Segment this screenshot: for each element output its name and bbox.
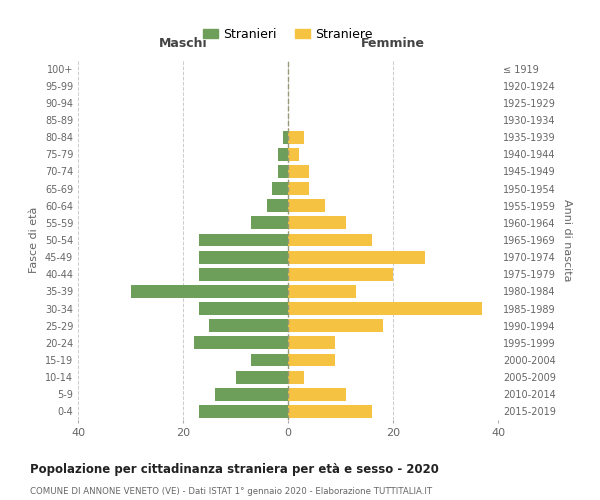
Bar [288,302,482,315]
Bar [277,148,288,160]
Legend: Stranieri, Straniere: Stranieri, Straniere [198,23,378,46]
Bar [288,148,299,160]
Bar [199,268,288,280]
Bar [199,234,288,246]
Bar [288,165,309,178]
Bar [283,130,288,143]
Bar [235,370,288,384]
Bar [288,268,393,280]
Bar [288,336,335,349]
Bar [288,285,356,298]
Bar [288,354,335,366]
Bar [288,320,383,332]
Bar [288,405,372,418]
Text: Femmine: Femmine [361,36,425,50]
Bar [288,200,325,212]
Bar [251,354,288,366]
Bar [288,216,346,230]
Bar [288,370,304,384]
Bar [199,250,288,264]
Bar [209,320,288,332]
Bar [288,130,304,143]
Text: Maschi: Maschi [158,36,208,50]
Bar [131,285,288,298]
Bar [215,388,288,400]
Bar [251,216,288,230]
Bar [288,234,372,246]
Bar [199,405,288,418]
Y-axis label: Fasce di età: Fasce di età [29,207,39,273]
Bar [267,200,288,212]
Bar [288,250,425,264]
Text: COMUNE DI ANNONE VENETO (VE) - Dati ISTAT 1° gennaio 2020 - Elaborazione TUTTITA: COMUNE DI ANNONE VENETO (VE) - Dati ISTA… [30,488,432,496]
Bar [272,182,288,195]
Y-axis label: Anni di nascita: Anni di nascita [562,198,572,281]
Bar [288,388,346,400]
Bar [277,165,288,178]
Bar [288,182,309,195]
Text: Popolazione per cittadinanza straniera per età e sesso - 2020: Popolazione per cittadinanza straniera p… [30,462,439,475]
Bar [193,336,288,349]
Bar [199,302,288,315]
